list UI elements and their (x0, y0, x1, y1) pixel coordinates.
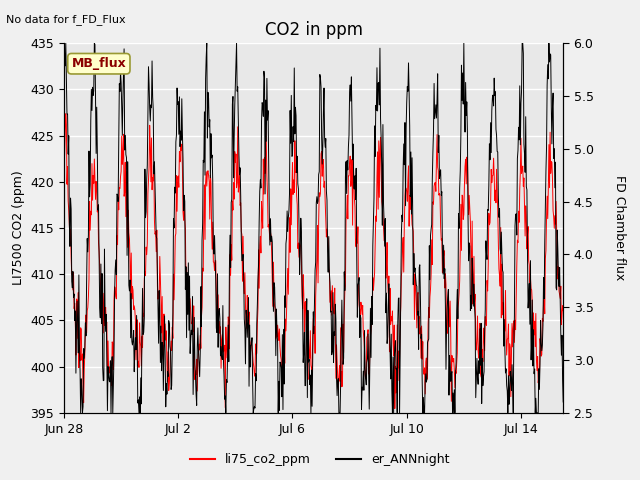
Y-axis label: FD Chamber flux: FD Chamber flux (613, 175, 626, 281)
Text: No data for f_FD_Flux: No data for f_FD_Flux (6, 14, 126, 25)
Y-axis label: LI7500 CO2 (ppm): LI7500 CO2 (ppm) (12, 170, 25, 286)
Title: CO2 in ppm: CO2 in ppm (264, 21, 363, 39)
Legend: li75_co2_ppm, er_ANNnight: li75_co2_ppm, er_ANNnight (186, 448, 454, 471)
Text: MB_flux: MB_flux (72, 57, 126, 70)
